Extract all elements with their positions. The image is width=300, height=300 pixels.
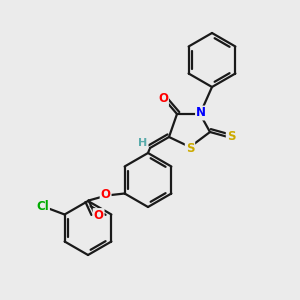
- Text: N: N: [196, 106, 206, 119]
- Text: O: O: [158, 92, 168, 106]
- Text: S: S: [186, 142, 194, 154]
- Text: H: H: [138, 138, 148, 148]
- Text: S: S: [227, 130, 235, 143]
- Text: O: O: [94, 209, 103, 222]
- Text: Cl: Cl: [36, 200, 49, 213]
- Text: O: O: [100, 188, 111, 201]
